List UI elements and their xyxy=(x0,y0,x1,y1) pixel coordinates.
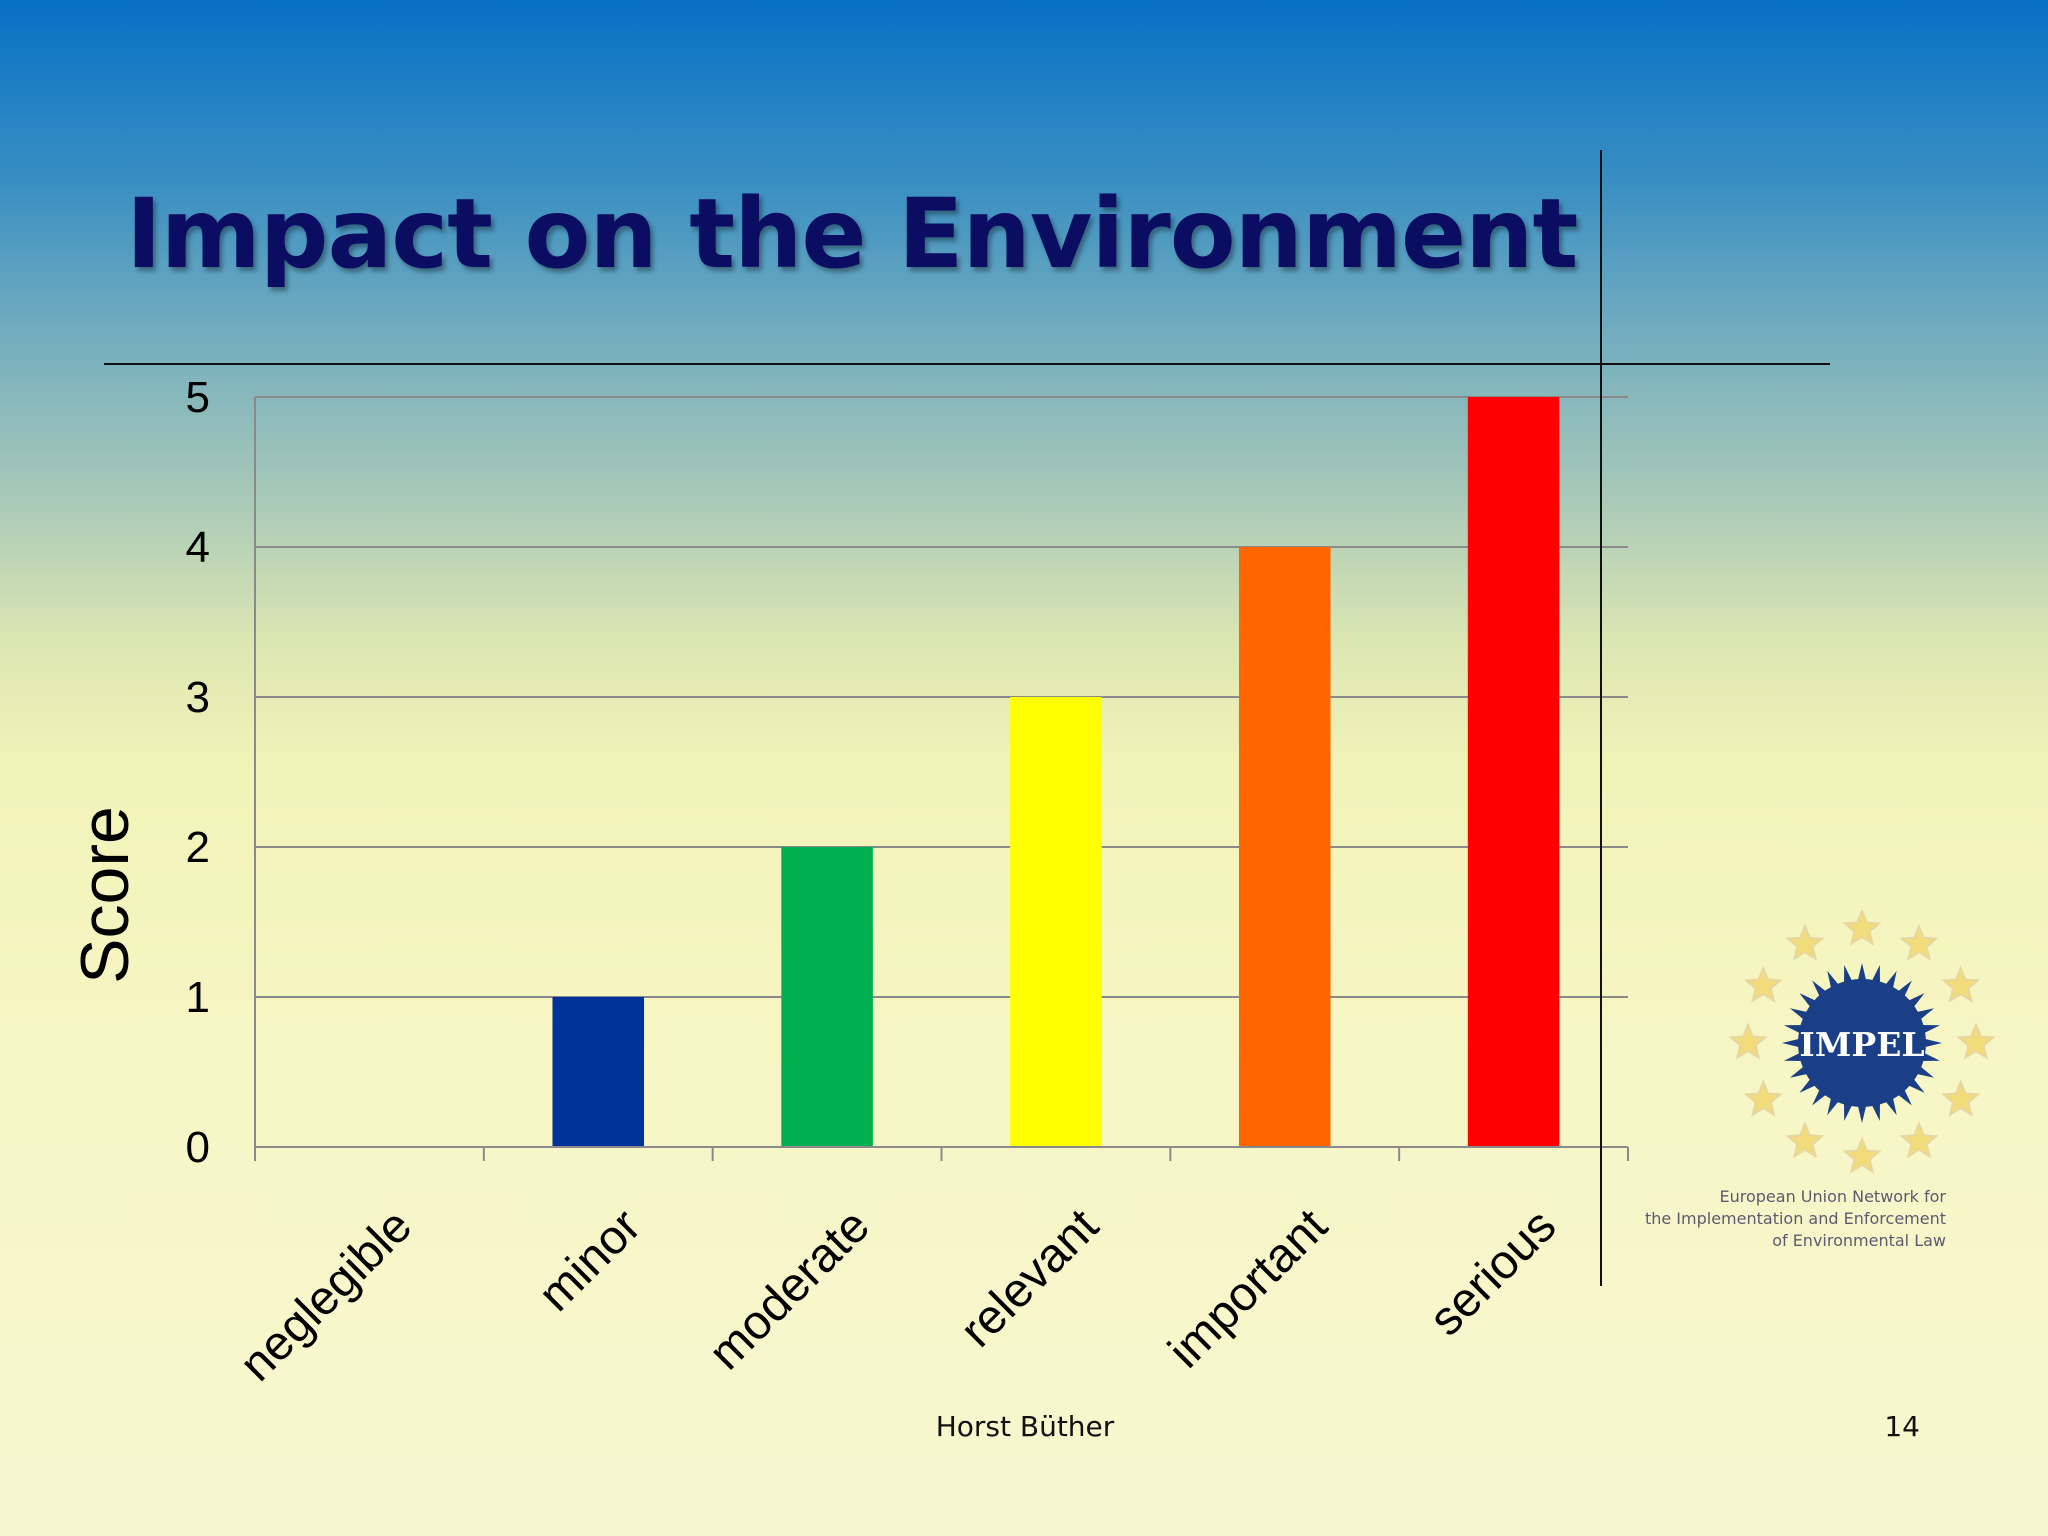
star-icon xyxy=(1785,1121,1825,1159)
page-number: 14 xyxy=(1884,1410,1920,1443)
slide-title: Impact on the Environment xyxy=(126,178,1578,290)
y-tick-label: 0 xyxy=(186,1123,210,1172)
org-line: European Union Network for xyxy=(1719,1187,1947,1206)
x-tick-label: serious xyxy=(1419,1199,1566,1346)
star-icon xyxy=(1728,1022,1768,1060)
footer-author: Horst Büther xyxy=(935,1410,1115,1443)
gear-tooth xyxy=(1921,1025,1940,1034)
organization-name: European Union Network for the Implement… xyxy=(1610,1186,1946,1252)
bar-moderate xyxy=(781,847,873,1147)
x-tick-label: neglegible xyxy=(230,1199,422,1391)
bars xyxy=(552,397,1560,1147)
star-icon xyxy=(1941,1079,1981,1117)
bar-important xyxy=(1238,547,1331,1147)
star-ring-icon xyxy=(1728,910,1996,1174)
gear-tooth xyxy=(1844,1102,1853,1121)
org-line: of Environmental Law xyxy=(1772,1231,1946,1250)
y-tick-label: 5 xyxy=(186,373,210,422)
gear-icon xyxy=(1782,963,1942,1123)
gear-tooth xyxy=(1782,1038,1801,1048)
bar-minor xyxy=(552,997,645,1147)
y-tick-label: 4 xyxy=(186,523,210,572)
y-tick-label: 2 xyxy=(186,823,210,872)
axes xyxy=(254,397,1629,1161)
star-icon xyxy=(1842,910,1882,946)
star-icon xyxy=(1956,1022,1996,1060)
gear-tooth xyxy=(1857,1104,1867,1123)
logo-name: IMPEL xyxy=(1799,1025,1924,1064)
y-tick-label: 3 xyxy=(186,673,210,722)
star-icon xyxy=(1842,1136,1882,1174)
y-axis-label: Score xyxy=(67,806,143,984)
gear-tooth xyxy=(1857,963,1867,982)
gear-tooth xyxy=(1784,1025,1803,1034)
x-tick-label: important xyxy=(1159,1199,1338,1378)
title-divider-line xyxy=(104,363,1830,365)
star-icon xyxy=(1743,965,1783,1003)
y-tick-label: 1 xyxy=(186,973,210,1022)
y-tick-labels: 0 1 2 3 4 5 xyxy=(186,373,210,1172)
star-icon xyxy=(1941,965,1981,1003)
star-icon xyxy=(1899,1121,1939,1159)
star-icon xyxy=(1785,923,1825,961)
gear-tooth xyxy=(1871,1102,1880,1121)
vertical-divider-line xyxy=(1600,150,1602,1286)
bar-serious xyxy=(1467,397,1560,1147)
gear-tooth xyxy=(1784,1052,1803,1061)
x-tick-label: moderate xyxy=(699,1199,880,1380)
gear-tooth xyxy=(1923,1038,1942,1048)
bar-relevant xyxy=(1010,697,1102,1147)
x-tick-label: minor xyxy=(529,1199,651,1321)
gear-tooth xyxy=(1871,965,1880,984)
grid-lines xyxy=(255,396,1628,998)
star-icon xyxy=(1899,923,1939,961)
impel-logo: IMPEL xyxy=(1728,910,1996,1174)
x-tick-labels: neglegible minor moderate relevant important… xyxy=(230,1199,1566,1391)
star-icon xyxy=(1743,1079,1783,1117)
gear-tooth xyxy=(1844,965,1853,984)
gear-tooth xyxy=(1921,1052,1940,1061)
x-tick-label: relevant xyxy=(950,1199,1108,1357)
org-line: the Implementation and Enforcement xyxy=(1644,1209,1946,1228)
